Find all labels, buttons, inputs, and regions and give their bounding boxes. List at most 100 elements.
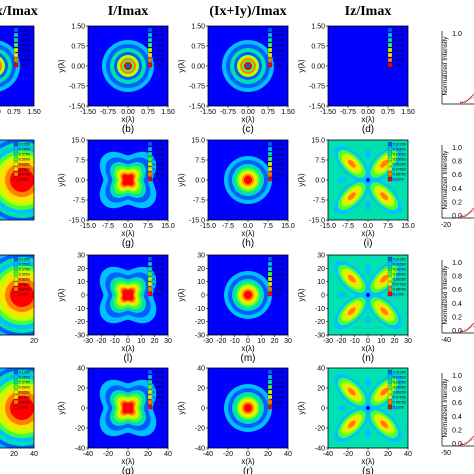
legend-value: 0.2500 [19, 376, 30, 380]
x-tick-label: -20 [216, 338, 226, 345]
legend-value: 1.000 [273, 64, 282, 68]
panel-3-3 [328, 368, 408, 448]
legend-swatch [147, 281, 153, 287]
legend-swatch [267, 286, 273, 292]
y-tick-label: 1.50 [191, 24, 205, 31]
legend-swatch [387, 42, 393, 48]
y-tick-label: 15.0 [191, 138, 205, 145]
legend-swatch [13, 57, 19, 63]
panel-label: (g) [122, 238, 134, 249]
plot-background [328, 26, 408, 106]
contour-ring [0, 56, 5, 76]
profile-tick-label: 1.0 [452, 373, 462, 380]
legend-value: 0.8750 [153, 59, 164, 63]
legend-swatch [147, 374, 153, 380]
y-tick-label: -20 [315, 426, 325, 433]
legend-swatch [387, 176, 393, 182]
y-tick-label: -15.0 [189, 218, 205, 225]
legend-value: 0.8750 [19, 59, 30, 63]
legend-swatch [267, 32, 273, 38]
legend-swatch [387, 57, 393, 63]
legend-swatch [147, 369, 153, 375]
x-tick-label: 0.75 [381, 109, 395, 116]
legend-value: 1.000 [393, 64, 402, 68]
legend-swatch [13, 271, 19, 277]
x-axis-label: x(λ) [361, 115, 375, 124]
legend-swatch [13, 256, 19, 262]
legend-swatch [13, 261, 19, 267]
legend-swatch [387, 156, 393, 162]
y-tick-label: -20 [75, 319, 85, 326]
y-tick-label: -20 [195, 319, 205, 326]
legend-value: 0.6250 [19, 278, 30, 282]
panel-0-3 [328, 26, 408, 106]
legend-value: 0.2500 [153, 376, 164, 380]
legend-value: 0.7500 [393, 54, 404, 58]
profile-tick-label: 0.8 [452, 274, 462, 281]
y-tick-label: 10 [317, 279, 325, 286]
y-axis-label: y(λ) [57, 59, 66, 73]
y-axis-label: y(λ) [297, 173, 306, 187]
legend-swatch [267, 47, 273, 53]
star-contour [122, 402, 134, 414]
legend-swatch [267, 261, 273, 267]
legend-value: 0.1250 [19, 29, 30, 33]
x-tick-label: 1.50 [401, 109, 415, 116]
legend-swatch [147, 266, 153, 272]
legend-swatch [147, 166, 153, 172]
legend-value: 0.7500 [19, 283, 30, 287]
x-tick-label: 0 [126, 338, 130, 345]
contour-ring [15, 173, 29, 187]
x-tick-label: 7.5 [263, 223, 273, 230]
column-title: (Ix+Iy)/Imax [209, 4, 286, 19]
legend-swatch [147, 286, 153, 292]
x-tick-label: 10 [377, 338, 385, 345]
profile-y-label: Normalized Intensity [442, 36, 449, 96]
panel-1-2 [208, 140, 288, 220]
y-tick-label: 0.0 [75, 178, 85, 185]
legend-swatch [13, 47, 19, 53]
legend-value: 0.1250 [273, 29, 284, 33]
legend-swatch [147, 256, 153, 262]
legend-value: 0.08750 [393, 288, 406, 292]
legend-value: 0.5000 [153, 44, 164, 48]
legend-swatch [267, 266, 273, 272]
panel-label: (r) [243, 466, 253, 474]
legend-value: 0.08750 [393, 401, 406, 405]
y-tick-label: 0.75 [191, 44, 205, 51]
center-dot [126, 64, 130, 68]
y-tick-label: 20 [317, 386, 325, 393]
legend-swatch [267, 379, 273, 385]
profile-curve [459, 96, 474, 103]
legend-swatch [13, 384, 19, 390]
profile-tick-label: 0.2 [452, 427, 462, 434]
legend-value: 0.3750 [393, 39, 404, 43]
profile-y-label: Normalized Intensity [442, 150, 449, 210]
legend-value: 0.5000 [153, 386, 164, 390]
x-tick-label: 10 [137, 338, 145, 345]
profile-x-tick-label: -50 [441, 450, 451, 457]
legend-value: 0.2500 [153, 34, 164, 38]
legend-value: 0.1250 [273, 258, 284, 262]
y-tick-label: 0.00 [311, 64, 325, 71]
x-tick-label: -40 [323, 451, 333, 458]
legend-value: 0.7500 [19, 54, 30, 58]
panel-2-2 [208, 255, 288, 335]
legend-value: 1.000 [273, 293, 282, 297]
panel-0-1 [88, 26, 168, 106]
legend-swatch [147, 161, 153, 167]
iz-lobe [347, 307, 356, 316]
x-tick-label: 0.0 [243, 223, 253, 230]
legend-swatch [387, 161, 393, 167]
legend-swatch [147, 394, 153, 400]
legend-value: 0.03750 [393, 153, 406, 157]
profile-tick-label: 0.8 [452, 387, 462, 394]
legend-swatch [147, 261, 153, 267]
plot-frame [0, 367, 35, 449]
y-tick-label: -0.75 [309, 84, 325, 91]
star-contour [122, 289, 134, 301]
legend-swatch [387, 266, 393, 272]
legend-swatch [147, 151, 153, 157]
x-tick-label: 10 [257, 338, 265, 345]
x-tick-label: 1.50 [161, 109, 175, 116]
